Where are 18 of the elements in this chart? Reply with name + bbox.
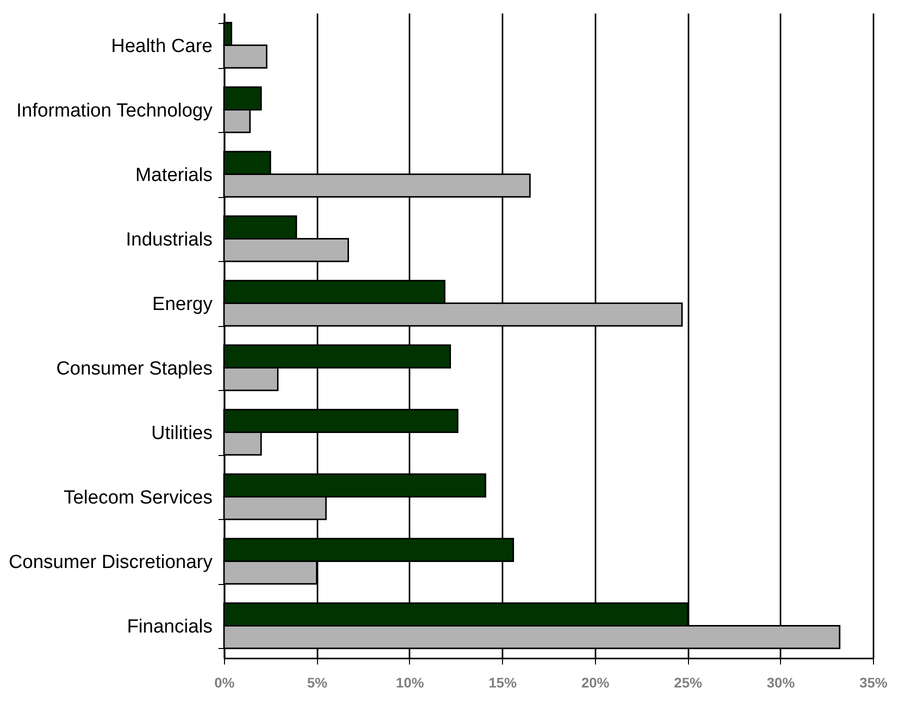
y-tick-label: Consumer Discretionary <box>8 552 213 573</box>
y-tick-label: Utilities <box>151 422 212 444</box>
x-tick-label: 15% <box>488 674 518 690</box>
x-tick-label: 30% <box>766 674 796 690</box>
x-tick-label: 10% <box>396 674 424 690</box>
x-tick-label: 0% <box>214 674 236 690</box>
x-tick-label: 5% <box>307 674 328 690</box>
x-tick-label: 20% <box>581 674 610 690</box>
y-tick-label: Consumer Staples <box>56 358 212 380</box>
y-tick-label: Information Technology <box>16 100 213 122</box>
y-tick-label: Industrials <box>126 229 212 250</box>
y-tick-label: Energy <box>152 294 213 315</box>
y-tick-label: Materials <box>135 164 212 186</box>
x-tick-label: 25% <box>674 674 703 690</box>
y-tick-label: Financials <box>126 616 212 638</box>
x-tick-label: 35% <box>859 674 888 690</box>
y-tick-label: Telecom Services <box>64 487 212 508</box>
y-tick-label: Health Care <box>111 36 212 57</box>
